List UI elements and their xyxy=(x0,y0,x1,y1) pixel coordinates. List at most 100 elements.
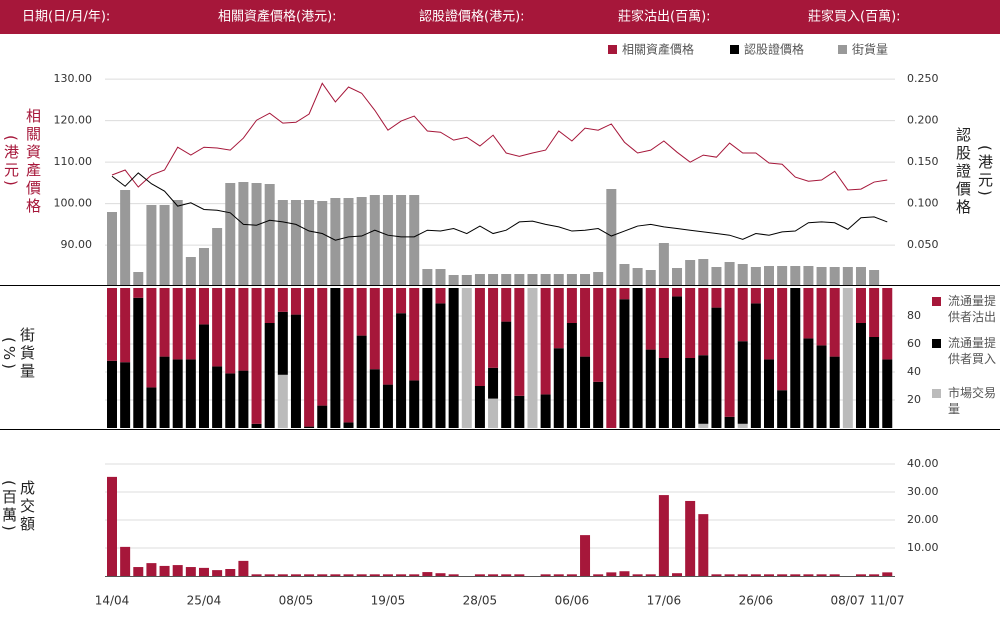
share-bar xyxy=(317,288,328,406)
turnover-bar xyxy=(185,567,196,576)
turnover-bar xyxy=(198,567,209,576)
street-bar xyxy=(790,266,801,285)
share-bar xyxy=(580,356,591,428)
share-bar xyxy=(737,288,748,342)
turnover-bar xyxy=(290,574,301,576)
header-label: 認股證價格(港元): xyxy=(419,9,525,25)
x-tick-label: 08/07 xyxy=(831,594,866,608)
street-bar xyxy=(514,274,525,285)
share-bar xyxy=(632,288,643,428)
share-bar xyxy=(343,288,354,423)
street-bar xyxy=(185,257,196,285)
x-tick-label: 26/06 xyxy=(739,594,774,608)
turnover-bar xyxy=(672,573,683,576)
turnover-bar xyxy=(882,572,893,576)
street-bar xyxy=(829,267,840,285)
legend-label: 街貨量 xyxy=(852,42,888,57)
y-axis-title: 街貨量(%) xyxy=(0,327,36,381)
street-bar xyxy=(304,200,315,285)
street-bar xyxy=(672,268,683,285)
turnover-bar xyxy=(382,574,393,576)
share-bar xyxy=(514,288,525,396)
share-bar xyxy=(658,288,669,358)
street-bar xyxy=(369,195,380,285)
street-bar xyxy=(737,264,748,285)
street-bar xyxy=(107,212,117,285)
share-bar xyxy=(435,288,446,304)
share-bar xyxy=(448,288,459,428)
y-tick-label: 20 xyxy=(907,393,921,406)
y-tick-label: 30.00 xyxy=(907,485,939,498)
street-bar xyxy=(317,201,328,285)
share-bar xyxy=(698,423,709,428)
turnover-bar xyxy=(343,574,354,576)
turnover-bar xyxy=(396,574,407,576)
turnover-bar xyxy=(685,500,696,576)
share-bar xyxy=(198,324,209,428)
share-bar xyxy=(422,288,433,428)
street-bar xyxy=(422,269,433,285)
share-bar xyxy=(553,348,564,428)
y-axis-title: 成交額(百萬) xyxy=(0,480,36,534)
share-bar xyxy=(882,288,893,360)
street-bar xyxy=(212,228,223,285)
share-bar xyxy=(343,422,354,428)
street-bar xyxy=(764,266,774,285)
price-line xyxy=(111,82,888,191)
street-bar xyxy=(777,266,788,285)
share-bar xyxy=(658,358,669,428)
share-bar xyxy=(330,288,341,428)
turnover-bar xyxy=(238,560,249,576)
street-bar xyxy=(540,274,551,285)
legend-item: 流通量提供者沽出 xyxy=(932,293,998,325)
share-bar xyxy=(724,416,735,428)
street-bar xyxy=(698,259,709,285)
share-bar xyxy=(290,314,301,428)
share-bar xyxy=(474,386,485,428)
legend-swatch xyxy=(932,339,941,348)
y-tick-label: 80 xyxy=(907,309,921,322)
share-bar xyxy=(107,288,117,361)
share-bar xyxy=(764,359,774,428)
y-tick-label: 0.200 xyxy=(907,114,939,127)
share-bar xyxy=(146,387,157,428)
street-bar xyxy=(724,262,735,285)
turnover-bar xyxy=(133,567,144,576)
street-bar xyxy=(842,267,853,285)
share-bar xyxy=(711,288,722,308)
street-bar xyxy=(343,198,354,285)
turnover-bar xyxy=(488,574,499,576)
share-bar xyxy=(553,288,564,349)
street-bar xyxy=(645,270,656,285)
street-bar xyxy=(527,274,538,285)
legend-swatch xyxy=(932,297,941,306)
x-tick-label: 14/04 xyxy=(95,594,130,608)
street-bar xyxy=(159,205,170,285)
share-bar xyxy=(737,341,748,424)
header-bar xyxy=(0,0,1000,34)
y-tick-label: 10.00 xyxy=(907,541,939,554)
y-tick-label: 20.00 xyxy=(907,513,939,526)
share-bar xyxy=(120,362,131,428)
street-bar xyxy=(553,274,564,285)
share-bar xyxy=(225,288,236,374)
street-bar xyxy=(855,267,866,285)
share-bar xyxy=(672,288,683,297)
turnover-bar xyxy=(606,572,617,576)
share-bar xyxy=(619,299,630,428)
share-bar xyxy=(685,288,696,358)
share-bar xyxy=(382,288,393,385)
y-tick-label: 0.050 xyxy=(907,238,939,251)
turnover-bar xyxy=(356,574,367,576)
share-bar xyxy=(777,288,788,391)
share-bar xyxy=(212,366,223,428)
street-bar xyxy=(251,183,262,285)
price-line xyxy=(111,172,888,241)
share-bar xyxy=(107,360,117,428)
share-bar xyxy=(803,288,814,339)
share-bar xyxy=(540,394,551,428)
turnover-bar xyxy=(711,574,722,576)
street-bar xyxy=(238,182,249,285)
legend-label: 認股證價格 xyxy=(744,42,804,57)
share-bar xyxy=(461,288,472,428)
